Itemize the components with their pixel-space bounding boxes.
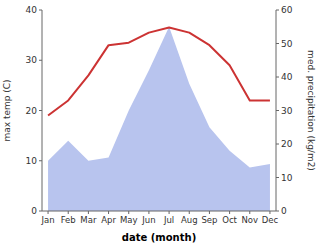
x-axis-line	[42, 211, 276, 212]
y-tick-label: 40	[26, 5, 38, 15]
y2-tick	[276, 43, 279, 44]
x-tick	[249, 211, 250, 214]
y-tick-label: 30	[26, 55, 38, 65]
x-tick-label: Jul	[163, 215, 174, 225]
y2-tick	[276, 177, 279, 178]
x-tick	[169, 211, 170, 214]
x-tick-label: Jun	[141, 215, 155, 225]
y-tick	[39, 10, 42, 11]
y2-tick-label: 40	[281, 72, 293, 82]
x-tick-label: Sep	[201, 215, 217, 225]
x-tick-label: Jan	[40, 215, 54, 225]
x-tick-label: Nov	[241, 215, 258, 225]
y2-tick	[276, 211, 279, 212]
y-tick	[39, 160, 42, 161]
x-tick	[68, 211, 69, 214]
x-tick-label: Aug	[181, 215, 198, 225]
y-tick	[39, 110, 42, 111]
y2-tick	[276, 110, 279, 111]
x-tick	[209, 211, 210, 214]
y2-tick	[276, 10, 279, 11]
y2-tick-label: 20	[281, 139, 293, 149]
y2-tick	[276, 77, 279, 78]
temperature-line	[48, 28, 270, 116]
x-tick-label: Dec	[262, 215, 279, 225]
precipitation-area	[48, 27, 270, 211]
y-tick	[39, 60, 42, 61]
y2-tick	[276, 144, 279, 145]
x-tick	[48, 211, 49, 214]
y2-tick-label: 60	[281, 5, 293, 15]
y-tick	[39, 211, 42, 212]
plot-area	[48, 27, 270, 211]
x-tick	[189, 211, 190, 214]
x-tick	[148, 211, 149, 214]
y-tick-label: 20	[26, 106, 38, 116]
x-tick	[229, 211, 230, 214]
y2-tick-label: 30	[281, 106, 293, 116]
y2-axis-title: med. precipitation (kg/m2)	[306, 50, 316, 171]
y2-tick-label: 0	[281, 206, 287, 216]
x-tick-label: Oct	[222, 215, 237, 225]
y2-tick-label: 50	[281, 39, 293, 49]
x-tick-label: Apr	[101, 215, 116, 225]
x-tick	[269, 211, 270, 214]
x-tick-label: May	[120, 215, 138, 225]
x-tick-label: Feb	[61, 215, 76, 225]
y-axis-title: max temp (C)	[2, 79, 12, 141]
axes: 0 10 20 30 40 0 10 20 30 40 50 60 Jan Feb Mar Apr MayJun…	[26, 5, 293, 225]
x-tick-label: Mar	[80, 215, 97, 225]
y-tick-label: 0	[31, 206, 37, 216]
y-tick-label: 10	[26, 156, 38, 166]
x-tick	[108, 211, 109, 214]
x-tick	[128, 211, 129, 214]
x-tick	[88, 211, 89, 214]
x-axis-title: date (month)	[122, 232, 196, 243]
y2-tick-label: 10	[281, 173, 293, 183]
chart: 0 10 20 30 40 0 10 20 30 40 50 60 Jan Feb Mar Apr MayJun…	[0, 0, 318, 247]
